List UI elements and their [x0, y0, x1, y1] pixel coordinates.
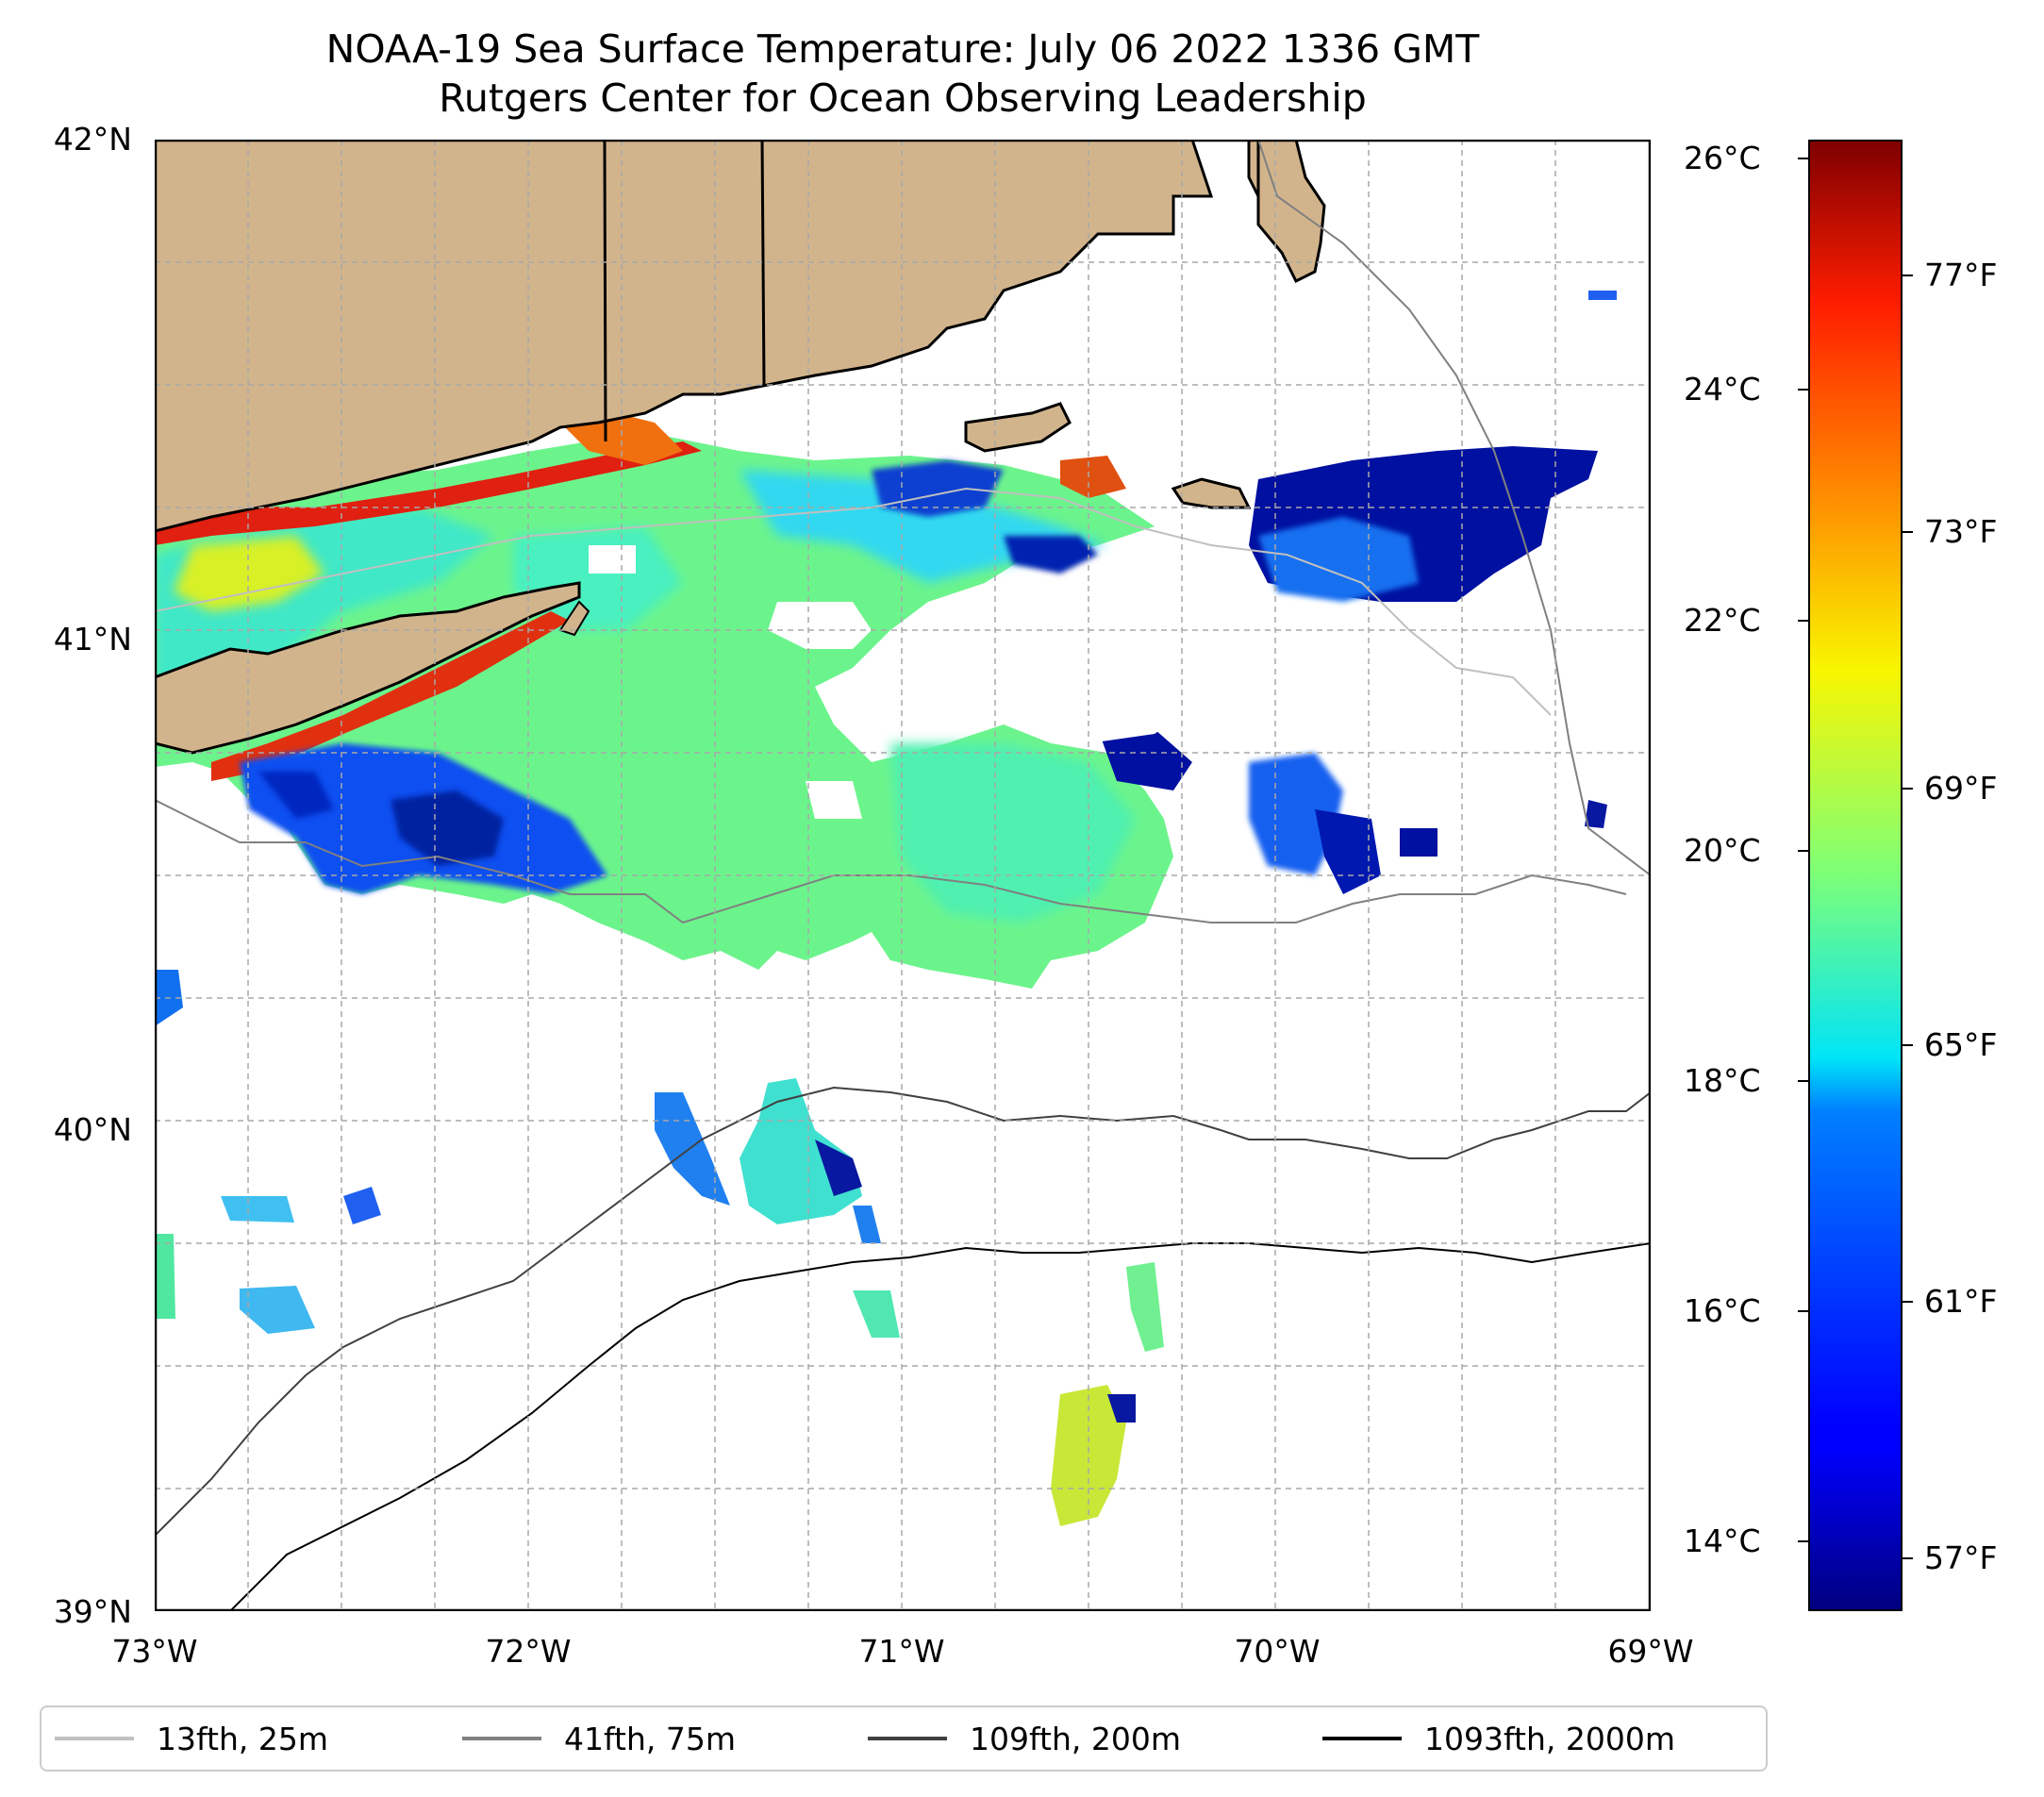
legend-swatch	[1322, 1737, 1402, 1740]
contour-200m	[155, 1086, 1651, 1537]
state-border	[760, 140, 766, 386]
cloud-gap	[890, 583, 1211, 743]
colorbar-f-label: 69°F	[1924, 770, 1998, 807]
sst-patch	[240, 1286, 315, 1334]
state-border	[603, 140, 607, 442]
lon-label-73: 73°W	[111, 1633, 198, 1670]
marthas-vineyard	[964, 402, 1072, 453]
gridlines	[155, 140, 1651, 1611]
colorbar-f-label: 61°F	[1924, 1283, 1998, 1320]
sst-warm-zone	[174, 536, 324, 611]
sst-data-layer	[155, 291, 1617, 1526]
legend-label: 13fth, 25m	[157, 1720, 328, 1757]
colorbar-f-label: 57°F	[1924, 1539, 1998, 1576]
colorbar-c-label: 24°C	[1684, 371, 1761, 408]
sst-patch	[1107, 1394, 1136, 1423]
sst-warm-coastal-band	[1060, 456, 1126, 498]
sst-patch	[1126, 1262, 1164, 1352]
colorbar-c-label: 14°C	[1684, 1522, 1761, 1559]
map-area	[155, 140, 1651, 1611]
sst-patch	[853, 1206, 881, 1243]
contour-25m	[155, 487, 1552, 716]
lon-label-69: 69°W	[1607, 1633, 1694, 1670]
sst-patch	[853, 1290, 900, 1338]
legend-swatch	[462, 1737, 541, 1740]
colorbar-c-label: 18°C	[1684, 1062, 1761, 1099]
colorbar-ticks	[1798, 158, 1913, 1559]
sst-cool-zone	[1249, 753, 1343, 875]
cloud-gap	[589, 545, 636, 574]
sst-warm-coastal-band	[155, 441, 702, 545]
sst-patch	[1051, 1385, 1126, 1526]
sst-patch	[343, 1187, 381, 1224]
colorbar-c-label: 16°C	[1684, 1292, 1761, 1329]
legend-swatch	[868, 1737, 947, 1740]
legend-label: 1093fth, 2000m	[1424, 1720, 1675, 1757]
lat-label-39: 39°N	[53, 1593, 132, 1630]
legend-item-2000m: 1093fth, 2000m	[1322, 1707, 1675, 1770]
lon-label-71: 71°W	[858, 1633, 945, 1670]
lat-label-42: 42°N	[53, 121, 132, 158]
legend-item-200m: 109fth, 200m	[868, 1707, 1181, 1770]
sst-cool-zone	[258, 772, 334, 819]
sst-cool-zone	[1400, 828, 1437, 857]
legend-swatch	[55, 1737, 134, 1740]
map-svg	[155, 140, 1651, 1611]
lon-label-72: 72°W	[485, 1633, 572, 1670]
sst-cyan-zone	[890, 743, 1136, 923]
lon-label-70: 70°W	[1234, 1633, 1321, 1670]
sst-patch	[1588, 291, 1617, 300]
plot-subtitle: Rutgers Center for Ocean Observing Leade…	[439, 75, 1367, 121]
long-island	[155, 581, 581, 755]
colorbar-f-label: 65°F	[1924, 1026, 1998, 1063]
sst-cool-zone	[1004, 536, 1098, 574]
legend-label: 41fth, 75m	[564, 1720, 736, 1757]
lat-label-40: 40°N	[53, 1111, 132, 1148]
colorbar-f-label: 77°F	[1924, 257, 1998, 293]
map-border	[155, 140, 1651, 1611]
sst-cool-zone	[1258, 517, 1419, 602]
contour-legend: 13fth, 25m 41fth, 75m 109fth, 200m 1093f…	[40, 1705, 1768, 1772]
colorbar	[1808, 140, 1903, 1611]
sst-patch	[815, 1140, 862, 1196]
legend-item-25m: 13fth, 25m	[55, 1707, 328, 1770]
colorbar-c-label: 26°C	[1684, 140, 1761, 176]
legend-item-75m: 41fth, 75m	[462, 1707, 736, 1770]
sst-cool-zone	[1098, 729, 1192, 790]
lat-label-41: 41°N	[53, 621, 132, 657]
sst-cool-zone	[1315, 809, 1381, 894]
plot-title: NOAA-19 Sea Surface Temperature: July 06…	[325, 26, 1480, 72]
sst-warm-coastal-band	[211, 611, 570, 781]
cloud-gap	[806, 781, 862, 819]
sst-patch	[1585, 800, 1607, 828]
cloud-gap	[768, 602, 872, 649]
colorbar-gradient	[1810, 141, 1901, 1609]
colorbar-c-label: 22°C	[1684, 602, 1761, 639]
sst-patch	[155, 1234, 175, 1319]
sst-cool-zone	[391, 790, 504, 866]
legend-label: 109fth, 200m	[970, 1720, 1181, 1757]
colorbar-f-label: 73°F	[1924, 513, 1998, 550]
long-island-fork	[558, 600, 590, 637]
contour-75m	[1257, 140, 1651, 876]
colorbar-c-label: 20°C	[1684, 832, 1761, 869]
sst-patch	[221, 1196, 294, 1223]
contour-2000m	[229, 1242, 1651, 1611]
sst-cool-zone	[872, 460, 1004, 517]
